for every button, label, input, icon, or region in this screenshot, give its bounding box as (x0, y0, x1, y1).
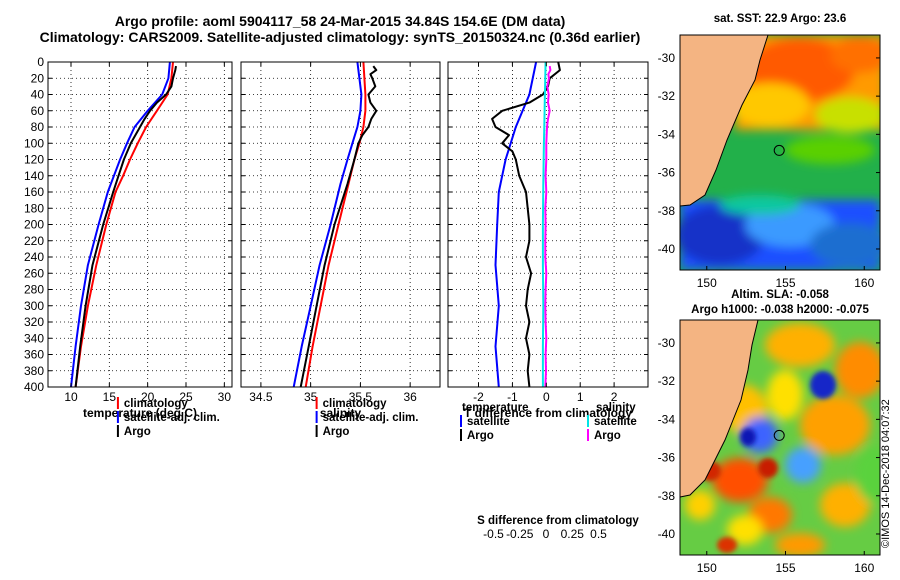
series-s-argo (544, 65, 552, 388)
sla_map-lat-label: -34 (658, 412, 676, 426)
difference-x-tick-label: 1 (577, 390, 584, 404)
depth-tick-label: 40 (31, 88, 45, 102)
legend-label: Argo (594, 430, 621, 442)
series-argo (74, 65, 177, 388)
sla-map-title-line2: Argo h1000: -0.038 h2000: -0.075 (691, 304, 869, 316)
sla_map-lat-label: -38 (658, 489, 676, 503)
legend-temperature-title: temperature (462, 402, 528, 414)
sst_map-lat-label: -36 (658, 166, 676, 180)
sst_map-lon-label: 150 (697, 276, 717, 290)
sst-map-title: sat. SST: 22.9 Argo: 23.6 (713, 13, 847, 25)
depth-tick-label: 100 (24, 136, 44, 150)
sla_map-profile-marker (773, 429, 785, 441)
depth-tick-label: 400 (24, 380, 44, 394)
legend-label: Argo (467, 430, 494, 442)
s-diff-tick-label: 0.25 (561, 527, 585, 541)
legend-label: satellite-adj. clim. (323, 412, 419, 424)
depth-tick-label: 180 (24, 201, 44, 215)
series-climatology (74, 61, 174, 388)
temperature-x-tick-label: 15 (103, 390, 117, 404)
salinity-x-tick-label: 35 (304, 390, 318, 404)
legend-label: satellite-adj. clim. (124, 412, 220, 424)
legend-label: satellite (467, 416, 510, 428)
sla-map-title-line1: Altim. SLA: -0.058 (731, 289, 829, 301)
depth-tick-label: 120 (24, 153, 44, 167)
sla_map-lat-label: -32 (658, 374, 676, 388)
series-t-satellite (494, 61, 538, 388)
difference-x-tick-label: -1 (507, 390, 518, 404)
depth-tick-label: 360 (24, 348, 44, 362)
depth-tick-label: 220 (24, 234, 44, 248)
s-diff-tick-label: 0.5 (590, 527, 607, 541)
depth-tick-label: 80 (31, 120, 45, 134)
series-t-argo (491, 61, 561, 388)
sla_map-lon-label: 160 (854, 561, 874, 575)
sla_map-lon-label: 155 (775, 561, 795, 575)
series-argo (299, 65, 378, 388)
sla_map-lat-label: -40 (658, 527, 676, 541)
series-satellite-adj-clim- (292, 61, 363, 388)
sla-map (680, 320, 880, 555)
sst_map-lat-label: -40 (658, 242, 676, 256)
salinity-x-tick-label: 34.5 (249, 390, 273, 404)
sst_map-profile-marker (773, 144, 785, 156)
legend-label: Argo (124, 426, 151, 438)
depth-tick-label: 320 (24, 315, 44, 329)
depth-tick-label: 380 (24, 364, 44, 378)
temperature-x-tick-label: 25 (179, 390, 193, 404)
sst_map-lat-label: -34 (658, 127, 676, 141)
legend-label: climatology (323, 398, 388, 410)
temperature-x-tick-label: 20 (141, 390, 155, 404)
difference-x-tick-label: 2 (611, 390, 618, 404)
s-diff-axis-label: S difference from climatology (477, 515, 639, 527)
sst_map-lon-label: 155 (775, 276, 795, 290)
legend-label: climatology (124, 398, 189, 410)
depth-tick-label: 140 (24, 169, 44, 183)
depth-tick-label: 60 (31, 104, 45, 118)
temperature-x-tick-label: 30 (218, 390, 232, 404)
s-diff-tick-label: -0.5 (483, 527, 504, 541)
legend-label: satellite (594, 416, 637, 428)
salinity-x-tick-label: 35.5 (349, 390, 373, 404)
series-satellite-adj-clim- (70, 61, 171, 388)
depth-tick-label: 300 (24, 299, 44, 313)
depth-tick-label: 340 (24, 331, 44, 345)
sst_map-lat-label: -30 (658, 51, 676, 65)
sst_map-lat-label: -32 (658, 89, 676, 103)
depth-tick-label: 160 (24, 185, 44, 199)
difference-x-axis-label: T difference from climatology (464, 406, 632, 420)
sla_map-axes: 150 155 160 -30 -32 -34 -36 -38 -40 (658, 336, 880, 575)
sst_map-axes: 150 155 160 -30 -32 -34 -36 -38 -40 (658, 51, 880, 290)
sla_map-lon-label: 150 (697, 561, 717, 575)
salinity-x-axis-label: salinity (320, 406, 362, 420)
depth-tick-label: 260 (24, 266, 44, 280)
depth-tick-label: 20 (31, 71, 45, 85)
sla_map-lat-label: -36 (658, 451, 676, 465)
legend-label: Argo (323, 426, 350, 438)
depth-tick-label: 0 (37, 55, 44, 69)
difference-x-tick-label: -2 (473, 390, 484, 404)
temperature-x-axis-label: temperature (deg C) (83, 406, 197, 420)
panel-temperature: 10 15 20 25 30020406080100120140160180200220… (24, 55, 233, 438)
plot-title-line1: Argo profile: aoml 5904117_58 24-Mar-201… (114, 13, 566, 29)
depth-tick-label: 280 (24, 283, 44, 297)
sla_map-lat-label: -30 (658, 336, 676, 350)
legend-salinity-title: salinity (596, 402, 636, 414)
temperature-x-tick-label: 10 (64, 390, 78, 404)
difference-x-tick-label: 0 (543, 390, 550, 404)
depth-tick-label: 240 (24, 250, 44, 264)
s-diff-tick-label: 0 (543, 527, 550, 541)
plot-title-line2: Climatology: CARS2009. Satellite-adjuste… (39, 29, 641, 45)
series-s-satellite (541, 61, 547, 387)
salinity-plot-area (241, 62, 440, 387)
sst-map (680, 35, 880, 270)
s-diff-tick-label: -0.25 (506, 527, 534, 541)
salinity-x-tick-label: 36 (403, 390, 417, 404)
panel-difference: -2 -1 0 1 2 T difference from climatology S di… (447, 61, 649, 541)
sst_map-lat-label: -38 (658, 204, 676, 218)
depth-tick-label: 200 (24, 218, 44, 232)
sst_map-lon-label: 160 (854, 276, 874, 290)
